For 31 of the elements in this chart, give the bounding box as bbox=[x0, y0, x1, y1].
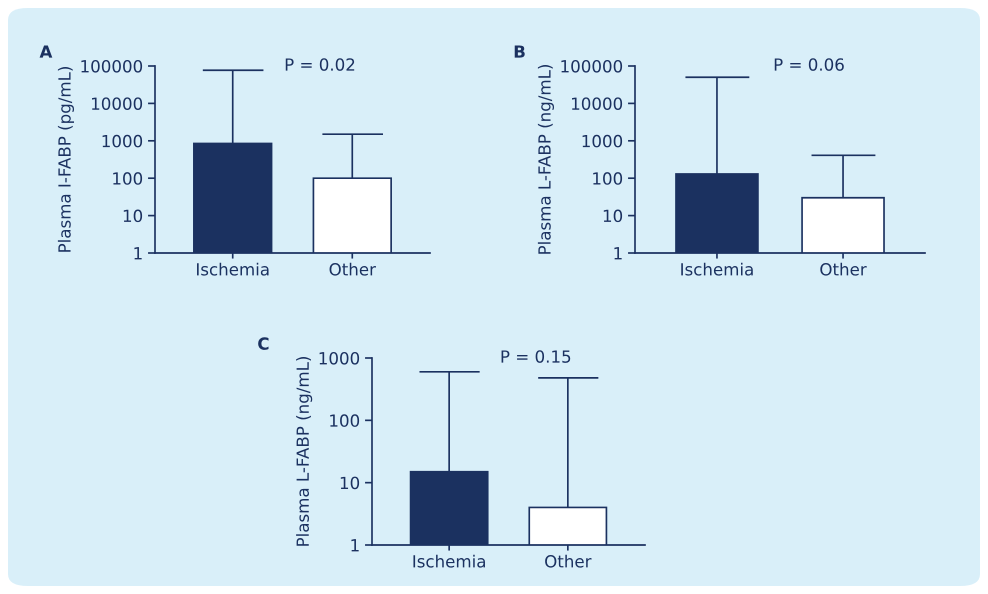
y-tick-label: 1 bbox=[614, 247, 622, 260]
x-tick-label: Other bbox=[545, 554, 592, 568]
y-axis-title: Plasma L-FABP (ng/mL) bbox=[538, 64, 554, 254]
x-tick-label: Other bbox=[330, 262, 376, 276]
y-tick-label: 1 bbox=[351, 539, 359, 552]
x-tick-label: Ischemia bbox=[413, 554, 485, 568]
x-tick-label: Ischemia bbox=[197, 262, 269, 276]
y-tick-label: 100000 bbox=[81, 60, 142, 73]
annotation: P = 0.06 bbox=[774, 58, 844, 71]
y-tick-label: 1000 bbox=[320, 352, 360, 365]
y-tick-label: 100 bbox=[330, 414, 360, 427]
y-tick-label: 10 bbox=[340, 476, 360, 490]
y-tick-label: 1000 bbox=[582, 134, 622, 148]
y-axis-title: Plasma L-FABP (ng/mL) bbox=[296, 356, 312, 546]
x-tick-label: Ischemia bbox=[681, 262, 753, 276]
x-tick-label: Other bbox=[820, 262, 867, 276]
y-axis-title: Plasma I-FABP (pg/mL) bbox=[58, 67, 74, 252]
y-tick-label: 1 bbox=[134, 247, 142, 260]
chart-title: A bbox=[40, 46, 52, 58]
y-tick-label: 10000 bbox=[572, 97, 622, 110]
y-tick-label: 100000 bbox=[561, 60, 622, 73]
y-tick-label: 10000 bbox=[92, 97, 142, 110]
y-tick-label: 100 bbox=[593, 172, 622, 185]
chart-title: C bbox=[258, 337, 269, 350]
annotation: P = 0.02 bbox=[286, 58, 354, 71]
chart-title: B bbox=[514, 46, 525, 58]
y-tick-label: 100 bbox=[113, 172, 142, 185]
annotation: P = 0.15 bbox=[502, 350, 570, 363]
y-tick-label: 10 bbox=[604, 210, 622, 222]
y-tick-label: 1000 bbox=[102, 134, 142, 148]
y-tick-label: 10 bbox=[124, 210, 142, 222]
